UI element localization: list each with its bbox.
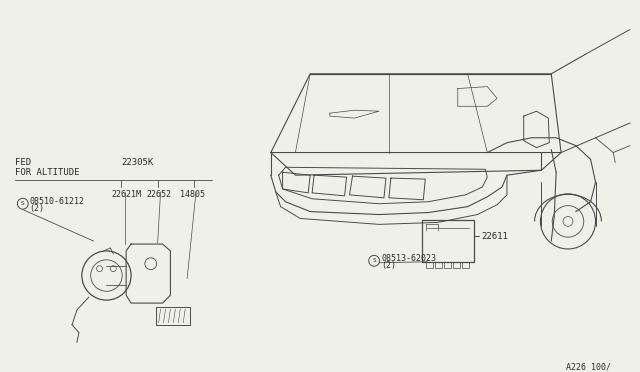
Bar (444, 262, 451, 268)
Bar (422, 221, 474, 262)
Text: 08510-61212: 08510-61212 (29, 197, 84, 206)
Text: A226 100/: A226 100/ (566, 362, 611, 371)
Bar (156, 307, 190, 325)
Text: 22305K: 22305K (121, 158, 154, 167)
Bar (461, 262, 468, 268)
Bar (453, 262, 460, 268)
Text: 08513-62023: 08513-62023 (381, 254, 436, 263)
Text: S: S (21, 201, 25, 206)
Bar (435, 262, 442, 268)
Text: 14805: 14805 (180, 190, 205, 199)
Bar (426, 262, 433, 268)
Text: 22611: 22611 (481, 232, 508, 241)
Text: (2): (2) (29, 204, 45, 213)
Text: FOR ALTITUDE: FOR ALTITUDE (15, 168, 79, 177)
Text: FED: FED (15, 158, 31, 167)
Text: (2): (2) (381, 261, 396, 270)
Text: 22621M: 22621M (111, 190, 141, 199)
Text: S: S (372, 258, 376, 263)
Text: 22652: 22652 (147, 190, 172, 199)
